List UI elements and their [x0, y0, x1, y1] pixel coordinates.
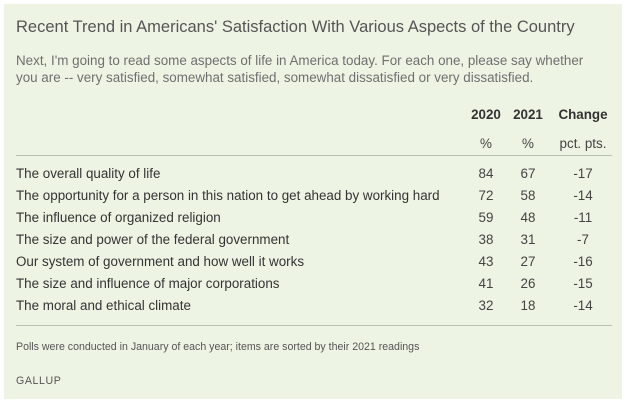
table-row: The size and influence of major corporat…: [4, 274, 622, 296]
table-row: Our system of government and how well it…: [4, 252, 622, 274]
column-header-2020: 2020: [471, 107, 501, 122]
row-label: The moral and ethical climate: [16, 298, 191, 313]
value-2021: 27: [520, 254, 536, 269]
footer-divider: [16, 325, 612, 326]
table-body: The overall quality of life 84 67 -17 Th…: [4, 164, 622, 318]
question-text: Next, I'm going to read some aspects of …: [16, 53, 584, 85]
value-2020: 38: [478, 232, 494, 247]
value-change: -16: [573, 254, 593, 269]
value-change: -11: [573, 210, 593, 225]
value-change: -17: [573, 166, 593, 181]
value-2021: 67: [520, 166, 536, 181]
row-label: Our system of government and how well it…: [16, 254, 305, 269]
chart-panel: Recent Trend in Americans' Satisfaction …: [4, 4, 622, 399]
table-row: The moral and ethical climate 32 18 -14: [4, 296, 622, 318]
row-label: The opportunity for a person in this nat…: [16, 188, 440, 203]
row-label: The overall quality of life: [16, 166, 161, 181]
value-change: -15: [573, 276, 593, 291]
table-row: The size and power of the federal govern…: [4, 230, 622, 252]
value-change: -14: [573, 188, 593, 203]
table-row: The influence of organized religion 59 4…: [4, 208, 622, 230]
value-2020: 32: [478, 298, 494, 313]
page-title: Recent Trend in Americans' Satisfaction …: [16, 18, 575, 36]
column-header-2021: 2021: [513, 107, 543, 122]
column-header-change: Change: [558, 107, 608, 122]
row-label: The size and influence of major corporat…: [16, 276, 280, 291]
value-change: -7: [577, 232, 589, 247]
value-2021: 26: [520, 276, 536, 291]
row-label: The size and power of the federal govern…: [16, 232, 290, 247]
value-2021: 58: [520, 188, 536, 203]
value-change: -14: [573, 298, 593, 313]
unit-change: pct. pts.: [559, 136, 607, 151]
value-2020: 59: [478, 210, 494, 225]
value-2021: 18: [520, 298, 536, 313]
unit-2020: %: [480, 136, 492, 151]
value-2020: 72: [478, 188, 494, 203]
table-row: The overall quality of life 84 67 -17: [4, 164, 622, 186]
table-row: The opportunity for a person in this nat…: [4, 186, 622, 208]
unit-2021: %: [522, 136, 534, 151]
row-label: The influence of organized religion: [16, 210, 221, 225]
value-2020: 84: [478, 166, 494, 181]
value-2021: 48: [520, 210, 536, 225]
header-divider: [16, 155, 612, 156]
value-2020: 41: [478, 276, 494, 291]
value-2021: 31: [520, 232, 536, 247]
value-2020: 43: [478, 254, 494, 269]
source-label: GALLUP: [16, 375, 62, 387]
footnote: Polls were conducted in January of each …: [16, 341, 420, 353]
